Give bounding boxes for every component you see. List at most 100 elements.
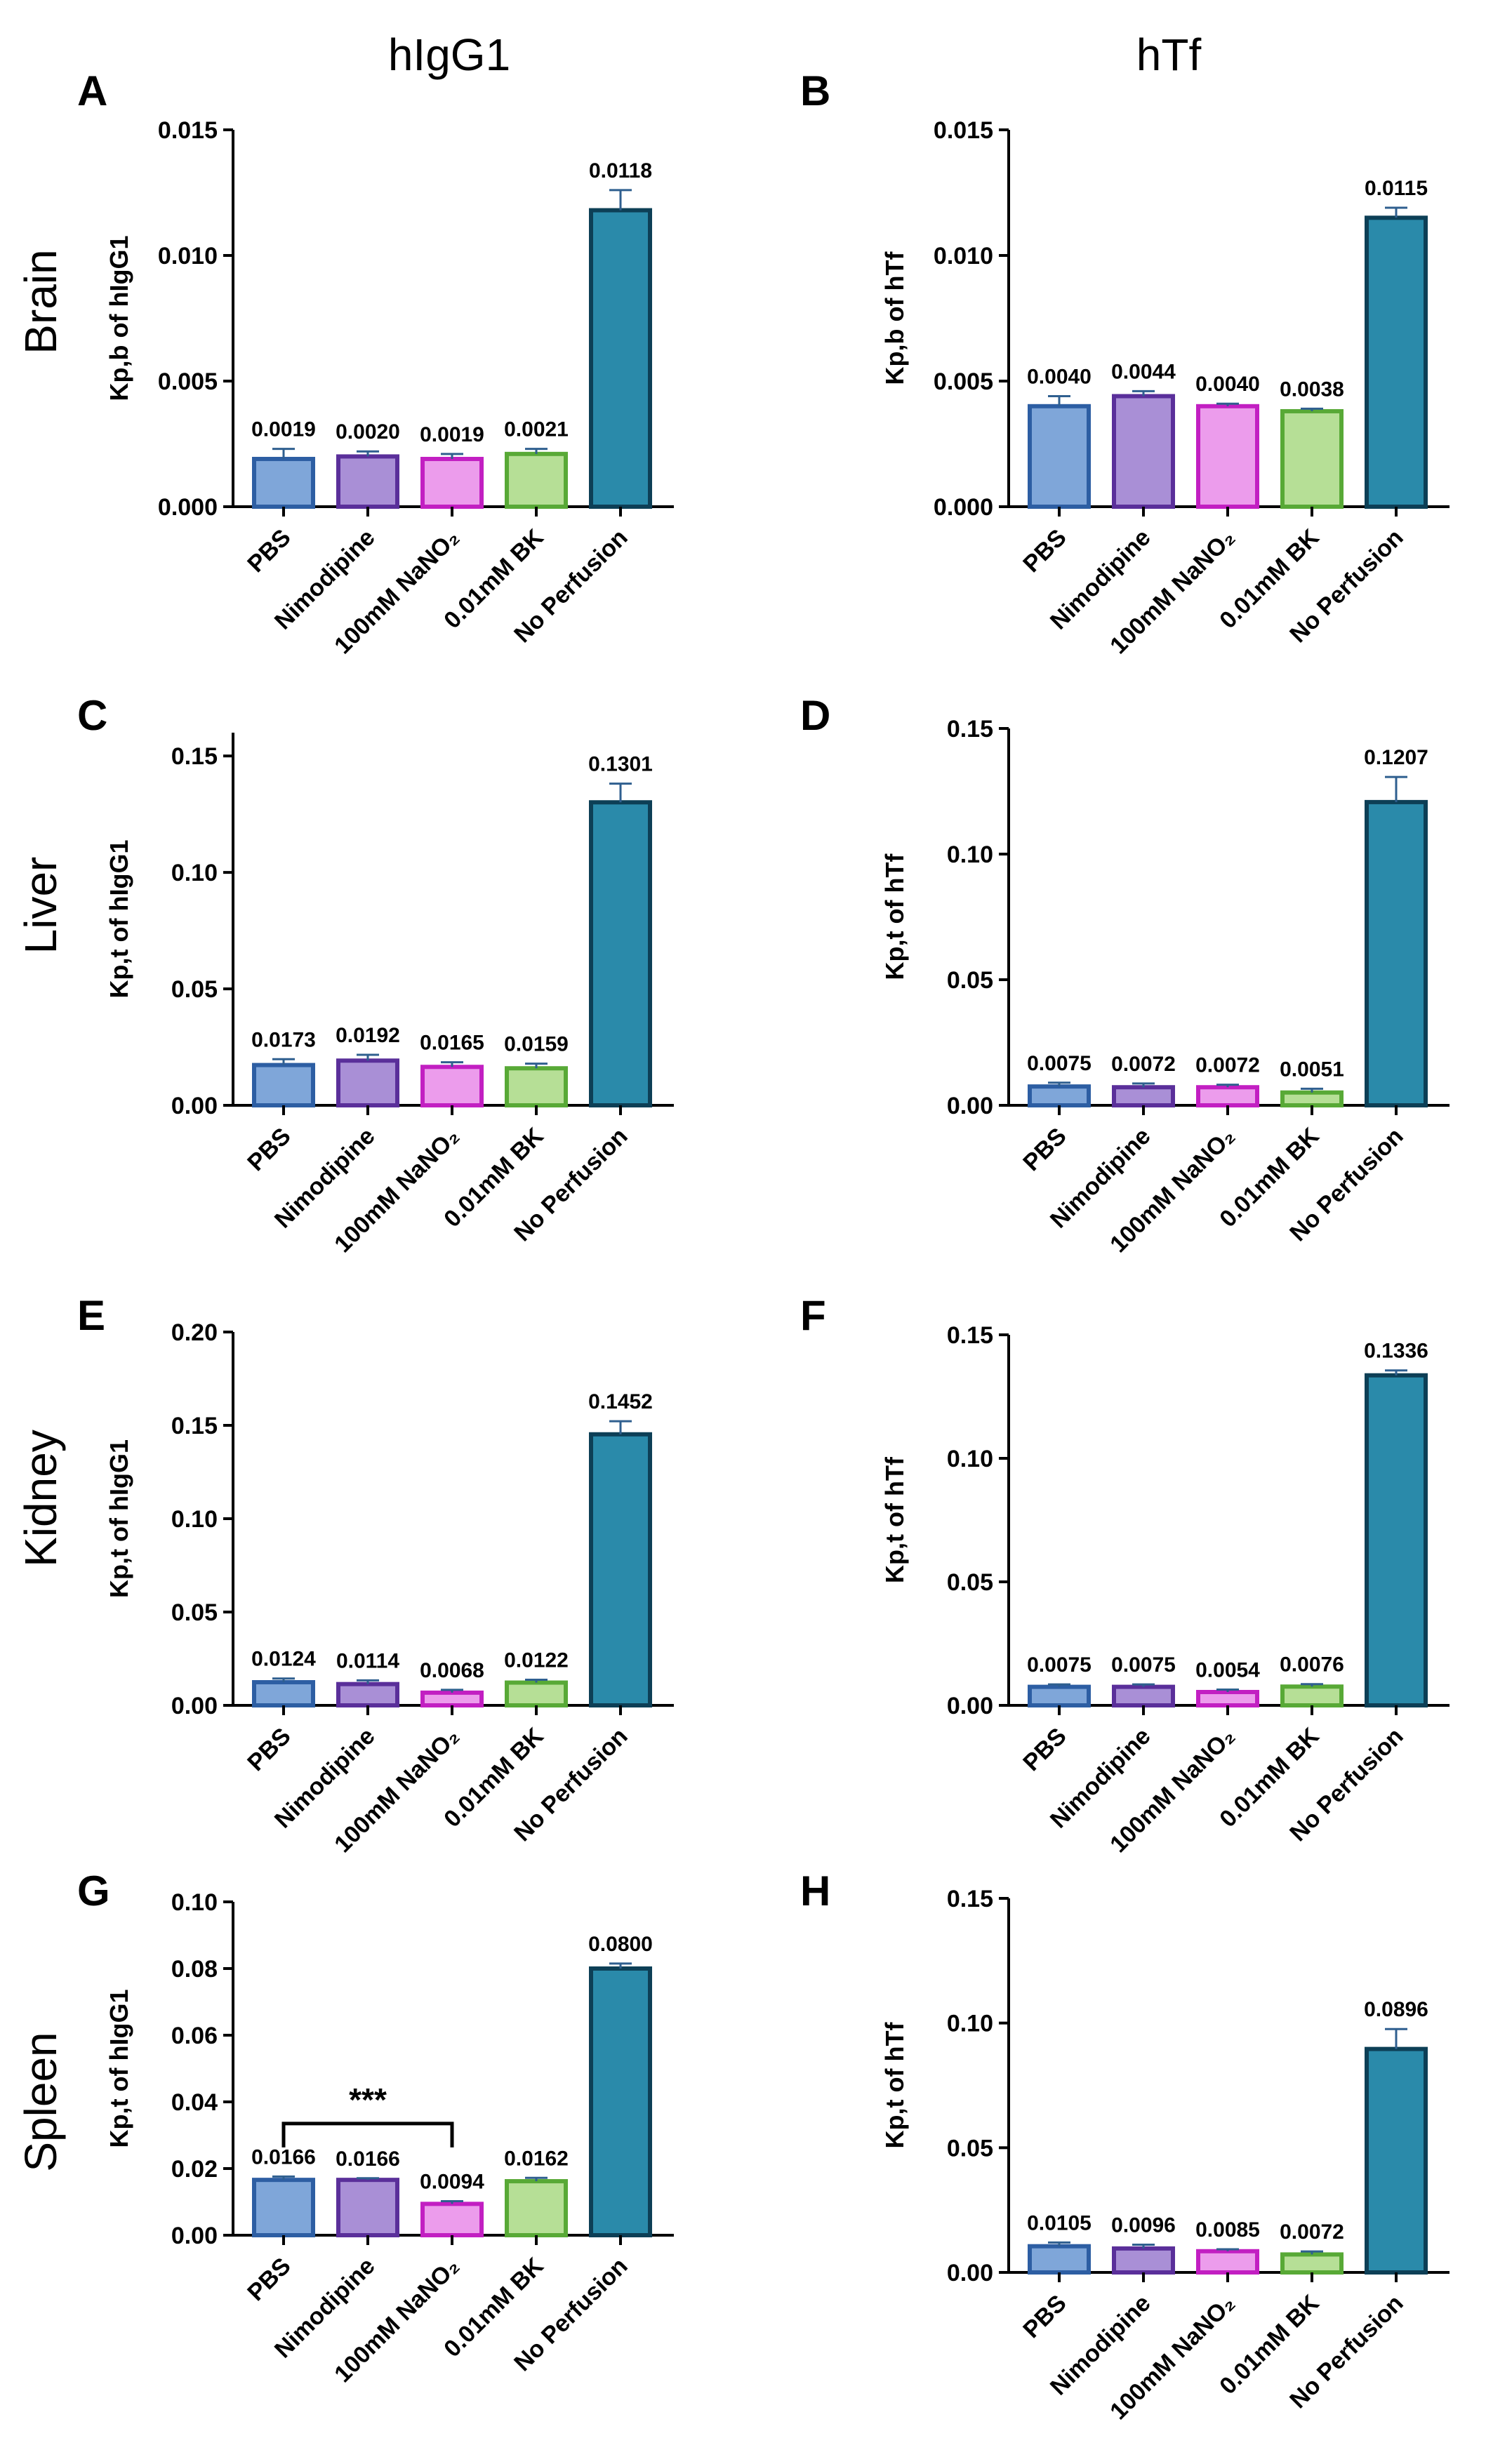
bar-pbs <box>1028 1684 1091 1708</box>
data-label-0-01mm-bk: 0.0051 <box>1280 1058 1344 1081</box>
y-tick-label: 0.20 <box>171 1319 218 1346</box>
y-tick-label: 0.00 <box>171 2223 218 2249</box>
panel-letter-a: A <box>77 67 107 114</box>
data-label-0-01mm-bk: 0.0021 <box>504 418 569 441</box>
bar-0-01mm-bk <box>1280 2252 1344 2275</box>
bar-100mm-nano <box>420 1065 484 1107</box>
y-tick-label: 0.00 <box>171 1093 218 1119</box>
significance-label: *** <box>349 2082 387 2118</box>
bar-no-perfusion <box>589 208 652 509</box>
y-tick-label: 0.000 <box>934 494 993 521</box>
chart-panel-b: B 0.000 0.005 0.010 0.015 Kp,b of hTf 0.0040 PB… <box>800 67 1449 659</box>
bar-nimodipine <box>1112 1085 1175 1107</box>
y-tick-label: 0.010 <box>934 243 993 269</box>
row-title-brain: Brain <box>15 249 66 354</box>
panel-letter-h: H <box>800 1867 830 1914</box>
chart-panel-e: E 0.00 0.05 0.10 0.15 0.20 Kp,t of hIgG1 0.0124… <box>77 1292 674 1858</box>
bar-nimodipine <box>336 1058 399 1108</box>
bar-pbs <box>252 1063 315 1107</box>
y-tick-label: 0.015 <box>934 117 993 144</box>
data-label-no-perfusion: 0.0800 <box>588 1933 653 1956</box>
data-label-pbs: 0.0019 <box>251 418 316 441</box>
y-tick-label: 0.10 <box>947 841 993 868</box>
y-tick-label: 0.15 <box>171 1413 218 1439</box>
data-label-0-01mm-bk: 0.0159 <box>504 1033 569 1056</box>
panel-letter-f: F <box>800 1292 826 1339</box>
bar-0-01mm-bk <box>505 1680 568 1708</box>
y-tick-label: 0.015 <box>158 117 218 144</box>
bar-pbs <box>1028 1084 1091 1108</box>
row-title-liver: Liver <box>15 857 66 954</box>
data-label-nimodipine: 0.0096 <box>1111 2214 1176 2237</box>
data-label-100mm-nano: 0.0085 <box>1195 2218 1260 2242</box>
bar-no-perfusion <box>1365 2046 1428 2275</box>
chart-panel-h: H 0.00 0.05 0.10 0.15 Kp,t of hTf 0.0105 PBS 0.0… <box>800 1867 1449 2425</box>
data-label-0-01mm-bk: 0.0076 <box>1280 1653 1344 1677</box>
y-axis-label: Kp,t of hIgG1 <box>105 1990 133 2148</box>
bar-0-01mm-bk <box>505 2179 568 2238</box>
x-tick-label-pbs: PBS <box>242 2253 296 2306</box>
y-tick-label: 0.10 <box>171 860 218 886</box>
chart-panel-g: G 0.00 0.02 0.04 0.06 0.08 0.10 Kp,t of hIgG1 0.… <box>77 1867 674 2388</box>
x-tick-label-pbs: PBS <box>1018 1723 1071 1776</box>
y-tick-label: 0.10 <box>171 1889 218 1916</box>
x-tick-label-pbs: PBS <box>242 1123 296 1176</box>
bar-100mm-nano <box>1196 1085 1259 1107</box>
data-label-nimodipine: 0.0166 <box>336 2147 400 2171</box>
chart-panels: A 0.000 0.005 0.010 0.015 Kp,b of hIgG1 0.0019… <box>77 67 1449 2425</box>
bar-100mm-nano <box>420 456 484 509</box>
data-label-pbs: 0.0173 <box>251 1028 316 1051</box>
bar-nimodipine <box>1112 394 1175 509</box>
bar-nimodipine <box>1112 1684 1175 1708</box>
bar-nimodipine <box>336 1681 399 1708</box>
data-label-pbs: 0.0075 <box>1027 1653 1092 1677</box>
y-axis-label: Kp,t of hIgG1 <box>105 840 133 999</box>
data-label-nimodipine: 0.0192 <box>336 1024 400 1047</box>
data-label-pbs: 0.0124 <box>251 1648 316 1671</box>
data-label-100mm-nano: 0.0054 <box>1195 1658 1260 1681</box>
x-tick-label-pbs: PBS <box>1018 2290 1071 2343</box>
panel-letter-b: B <box>800 67 830 114</box>
y-tick-label: 0.15 <box>947 716 993 742</box>
figure-headers: hIgG1 hTf Brain Liver Kidney Spleen <box>15 29 1201 2172</box>
data-label-pbs: 0.0075 <box>1027 1052 1092 1075</box>
y-tick-label: 0.005 <box>934 368 993 395</box>
data-label-no-perfusion: 0.1207 <box>1364 746 1428 769</box>
chart-panel-c: C 0.00 0.05 0.10 0.15 Kp,t of hIgG1 0.0173 PBS 0… <box>77 692 674 1258</box>
bar-0-01mm-bk <box>1280 1090 1344 1107</box>
y-tick-label: 0.00 <box>947 2260 993 2286</box>
bar-pbs <box>1028 404 1091 509</box>
bar-0-01mm-bk <box>505 1066 568 1108</box>
y-tick-label: 0.05 <box>947 967 993 994</box>
data-label-100mm-nano: 0.0094 <box>420 2171 484 2194</box>
chart-panel-f: F 0.00 0.05 0.10 0.15 Kp,t of hTf 0.0075 PBS 0.0… <box>800 1292 1449 1858</box>
data-label-pbs: 0.0105 <box>1027 2211 1092 2235</box>
y-tick-label: 0.08 <box>171 1956 218 1983</box>
data-label-100mm-nano: 0.0068 <box>420 1659 484 1682</box>
data-label-nimodipine: 0.0075 <box>1111 1653 1176 1677</box>
bar-no-perfusion <box>589 800 652 1107</box>
bar-no-perfusion <box>589 1432 652 1707</box>
data-label-no-perfusion: 0.1336 <box>1364 1340 1428 1363</box>
bar-no-perfusion <box>589 1966 652 2237</box>
bar-nimodipine <box>336 2178 399 2237</box>
data-label-pbs: 0.0040 <box>1027 365 1092 388</box>
y-tick-label: 0.000 <box>158 494 218 521</box>
row-title-spleen: Spleen <box>15 2032 66 2171</box>
y-tick-label: 0.02 <box>171 2156 218 2183</box>
chart-panel-a: A 0.000 0.005 0.010 0.015 Kp,b of hIgG1 0.0019… <box>77 67 674 659</box>
x-tick-label-pbs: PBS <box>242 1723 296 1776</box>
data-label-0-01mm-bk: 0.0122 <box>504 1649 569 1672</box>
bar-100mm-nano <box>1196 2249 1259 2275</box>
y-tick-label: 0.00 <box>171 1693 218 1719</box>
y-tick-label: 0.10 <box>171 1506 218 1533</box>
significance-bracket <box>281 2122 454 2147</box>
y-tick-label: 0.05 <box>171 976 218 1003</box>
data-label-nimodipine: 0.0020 <box>336 420 400 444</box>
panel-letter-e: E <box>77 1292 105 1339</box>
data-label-nimodipine: 0.0044 <box>1111 360 1176 383</box>
y-tick-label: 0.15 <box>947 1886 993 1912</box>
column-title-higg1: hIgG1 <box>388 29 510 80</box>
data-label-no-perfusion: 0.0115 <box>1365 177 1428 200</box>
